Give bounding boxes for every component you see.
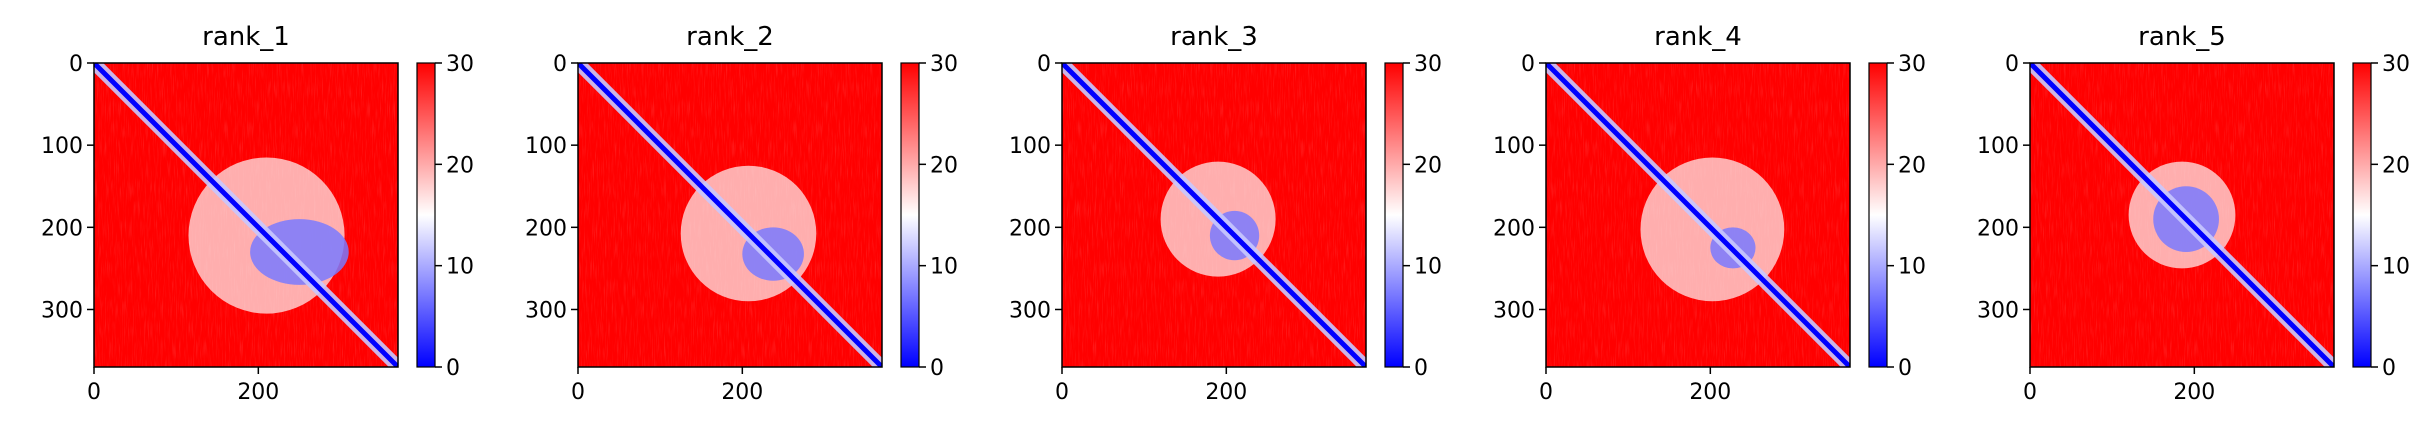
- colorbar-tick-label: 0: [930, 356, 944, 381]
- colorbar-tick-label: 10: [1414, 255, 1442, 280]
- colorbar-tick-label: 20: [930, 153, 958, 178]
- heatmap-cells: [2030, 63, 2334, 367]
- panel-title: rank_3: [1170, 22, 1258, 52]
- y-tick-label: 0: [69, 52, 83, 77]
- y-tick-label: 200: [1977, 216, 2019, 241]
- colorbar-tick-label: 30: [930, 52, 958, 77]
- x-tick-label: 0: [87, 380, 101, 405]
- colorbar: 0 10 20 30: [1868, 52, 1926, 381]
- diagonal-line: [2030, 63, 2334, 367]
- y-tick-label: 300: [1493, 298, 1535, 323]
- x-tick-label: 200: [2173, 380, 2215, 405]
- diagonal-line: [94, 63, 398, 367]
- colorbar-tick-label: 20: [446, 153, 474, 178]
- x-tick-label: 0: [1539, 380, 1553, 405]
- colorbar-tick-label: 30: [446, 52, 474, 77]
- colorbar-tick-label: 0: [446, 356, 460, 381]
- panel-title: rank_5: [2138, 22, 2226, 52]
- colorbar-tick-label: 30: [1898, 52, 1926, 77]
- y-tick-label: 0: [2005, 52, 2019, 77]
- axes-frame: [2029, 62, 2335, 368]
- y-tick-label: 100: [525, 134, 567, 159]
- diagonal-line: [578, 63, 882, 367]
- heatmap-panel-1: rank_1 0 100 200 300 0 200 0 10 20 30: [41, 22, 474, 405]
- colorbar: 0 10 20 30: [416, 52, 474, 381]
- colorbar-tick-label: 0: [1414, 356, 1428, 381]
- y-tick-label: 100: [1009, 134, 1051, 159]
- y-tick-label: 200: [41, 216, 83, 241]
- heatmap-cells: [1546, 63, 1850, 367]
- heatmap-cells: [1062, 63, 1366, 367]
- y-tick-label: 100: [1493, 134, 1535, 159]
- x-tick-label: 200: [1689, 380, 1731, 405]
- x-tick-label: 200: [721, 380, 763, 405]
- y-tick-label: 100: [1977, 134, 2019, 159]
- colorbar-tick-label: 10: [2382, 255, 2410, 280]
- colorbar-tick-label: 0: [1898, 356, 1912, 381]
- y-tick-label: 200: [1493, 216, 1535, 241]
- axes-frame: [93, 62, 399, 368]
- heatmap-cells: [94, 63, 398, 367]
- y-tick-label: 200: [525, 216, 567, 241]
- x-tick-label: 200: [237, 380, 279, 405]
- colorbar-tick-label: 0: [2382, 356, 2396, 381]
- colorbar-tick-label: 30: [2382, 52, 2410, 77]
- diagonal-line: [1546, 63, 1850, 367]
- colorbar-tick-label: 20: [1414, 153, 1442, 178]
- panel-title: rank_4: [1654, 22, 1742, 52]
- y-tick-label: 300: [41, 298, 83, 323]
- x-tick-label: 200: [1205, 380, 1247, 405]
- y-tick-label: 0: [1037, 52, 1051, 77]
- x-tick-label: 0: [571, 380, 585, 405]
- colorbar-gradient: [900, 62, 920, 368]
- axes-frame: [1061, 62, 1367, 368]
- axes-frame: [1545, 62, 1851, 368]
- colorbar-gradient: [1384, 62, 1404, 368]
- axes-frame: [577, 62, 883, 368]
- heatmap-panel-4: rank_4 0 100 200 300 0 200 0 10 20 30: [1493, 22, 1926, 405]
- colorbar-tick-label: 10: [446, 255, 474, 280]
- y-tick-label: 300: [1977, 298, 2019, 323]
- heatmap-panel-3: rank_3 0 100 200 300 0 200 0 10 20 30: [1009, 22, 1442, 405]
- panel-title: rank_2: [686, 22, 774, 52]
- colorbar-tick-label: 20: [1898, 153, 1926, 178]
- colorbar-gradient: [2352, 62, 2372, 368]
- y-tick-label: 0: [553, 52, 567, 77]
- colorbar-gradient: [416, 62, 436, 368]
- heatmap-panel-5: rank_5 0 100 200 300 0 200 0 10 20 30: [1977, 22, 2410, 405]
- colorbar: 0 10 20 30: [900, 52, 958, 381]
- colorbar: 0 10 20 30: [1384, 52, 1442, 381]
- y-tick-label: 0: [1521, 52, 1535, 77]
- y-tick-label: 300: [525, 298, 567, 323]
- x-tick-label: 0: [1055, 380, 1069, 405]
- x-tick-label: 0: [2023, 380, 2037, 405]
- colorbar-tick-label: 10: [930, 255, 958, 280]
- panel-title: rank_1: [202, 22, 290, 52]
- colorbar-tick-label: 20: [2382, 153, 2410, 178]
- heatmap-panel-2: rank_2 0 100 200 300 0 200 0 10 20 30: [525, 22, 958, 405]
- y-tick-label: 100: [41, 134, 83, 159]
- colorbar-tick-label: 10: [1898, 255, 1926, 280]
- heatmap-cells: [578, 63, 882, 367]
- y-tick-label: 200: [1009, 216, 1051, 241]
- colorbar: 0 10 20 30: [2352, 52, 2410, 381]
- colorbar-tick-label: 30: [1414, 52, 1442, 77]
- y-tick-label: 300: [1009, 298, 1051, 323]
- colorbar-gradient: [1868, 62, 1888, 368]
- diagonal-line: [1062, 63, 1366, 367]
